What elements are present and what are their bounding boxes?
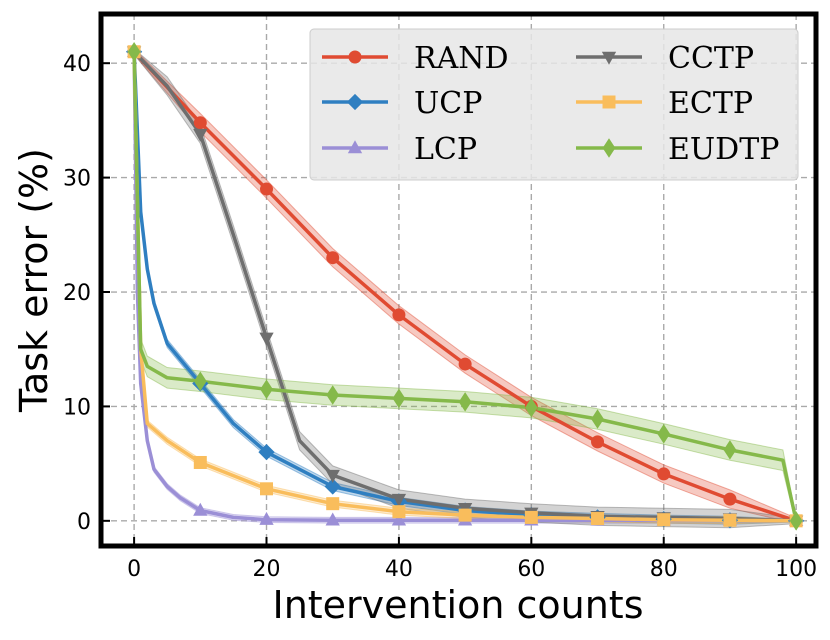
- eudtp-point: [127, 42, 141, 62]
- lcp-point: [325, 512, 340, 526]
- cctp-point: [259, 332, 274, 346]
- y-tick-label: 10: [63, 395, 91, 420]
- ectp-point: [392, 505, 406, 519]
- legend-marker-cctp: [601, 51, 617, 65]
- x-tick-label: 80: [650, 557, 678, 582]
- y-tick-label: 20: [63, 281, 91, 306]
- x-tick-label: 0: [127, 557, 141, 582]
- legend-label-lcp: LCP: [414, 132, 477, 167]
- axis-ticks: 0 20 40 60 80 100 0 10 20 30 40: [63, 52, 817, 582]
- rand-point: [723, 492, 737, 506]
- legend-label-cctp: CCTP: [668, 41, 754, 76]
- eudtp-point: [260, 379, 273, 400]
- lcp-point: [391, 512, 407, 526]
- legend-label-eudtp: EUDTP: [668, 132, 779, 167]
- legend-label-ectp: ECTP: [668, 86, 753, 121]
- eudtp-point: [193, 371, 207, 392]
- lcp-point: [193, 502, 208, 516]
- rand-point: [193, 116, 207, 130]
- eudtp-point: [789, 511, 803, 531]
- y-tick-label: 30: [63, 167, 91, 192]
- x-axis-label: Intervention counts: [272, 583, 643, 627]
- y-tick-label: 0: [77, 510, 91, 535]
- eudtp-point: [723, 440, 737, 460]
- eudtp-point: [458, 392, 472, 412]
- legend-marker-rand: [348, 50, 362, 64]
- ectp-point: [524, 510, 538, 524]
- legend-marker-eudtp: [602, 138, 616, 158]
- legend: RAND UCP LCP CCTP ECTP EUDTP: [309, 28, 799, 181]
- cctp-point: [325, 469, 340, 483]
- x-tick-label: 20: [253, 557, 281, 582]
- rand-point: [326, 251, 340, 265]
- rand-point: [657, 467, 671, 481]
- legend-label-rand: RAND: [414, 41, 509, 76]
- series-markers: [125, 42, 805, 531]
- eudtp-point: [657, 424, 671, 444]
- ectp-point: [260, 482, 274, 496]
- rand-point: [591, 435, 605, 449]
- y-axis-label: Task error (%): [12, 148, 56, 413]
- cctp-point: [391, 493, 407, 507]
- ectp-point: [326, 497, 340, 511]
- rand-point: [392, 308, 406, 322]
- ectp-point: [657, 513, 671, 527]
- legend-marker-ucp: [346, 93, 364, 111]
- legend-marker-lcp: [347, 140, 363, 154]
- rand-point: [260, 182, 274, 196]
- lcp-point: [259, 511, 274, 525]
- ectp-point: [193, 455, 207, 469]
- legend-box: [309, 28, 799, 181]
- ucp-point: [258, 444, 275, 461]
- x-tick-label: 60: [517, 557, 545, 582]
- legend-marker-ectp: [602, 95, 616, 109]
- ucp-point: [324, 478, 341, 495]
- x-tick-label: 100: [775, 557, 817, 582]
- ectp-point: [723, 513, 737, 527]
- cctp-line: [132, 50, 797, 523]
- eudtp-point: [524, 397, 538, 418]
- series-lines: [132, 50, 798, 523]
- eudtp-point: [591, 409, 604, 429]
- eudtp-point: [392, 388, 406, 409]
- y-tick-label: 40: [63, 52, 91, 77]
- plot-frame: [98, 11, 819, 549]
- ectp-line: [132, 51, 797, 523]
- eudtp-point: [326, 385, 340, 405]
- rand-point: [458, 357, 472, 371]
- ectp-point: [458, 508, 472, 522]
- legend-label-ucp: UCP: [414, 86, 482, 121]
- cctp-point: [193, 128, 208, 142]
- ectp-point: [591, 512, 605, 526]
- x-tick-label: 40: [385, 557, 413, 582]
